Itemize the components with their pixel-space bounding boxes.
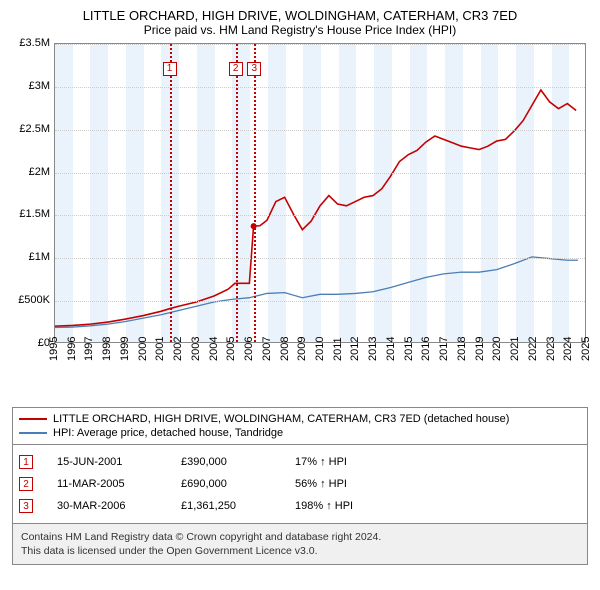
x-tick-label: 2019 bbox=[474, 337, 486, 361]
y-tick-label: £3.5M bbox=[19, 37, 50, 49]
gridline-h bbox=[55, 215, 585, 216]
event-pct: 17% ↑ HPI bbox=[295, 456, 415, 468]
x-tick-label: 2021 bbox=[509, 337, 521, 361]
event-price: £1,361,250 bbox=[181, 500, 291, 512]
gridline-h bbox=[55, 173, 585, 174]
x-axis-labels: 1995199619971998199920002001200220032004… bbox=[54, 343, 586, 373]
x-tick-label: 2007 bbox=[261, 337, 273, 361]
event-date: 15-JUN-2001 bbox=[57, 456, 177, 468]
x-tick-label: 2013 bbox=[367, 337, 379, 361]
event-pct: 56% ↑ HPI bbox=[295, 478, 415, 490]
chart-container: LITTLE ORCHARD, HIGH DRIVE, WOLDINGHAM, … bbox=[0, 0, 600, 573]
gridline-h bbox=[55, 87, 585, 88]
x-tick-label: 2008 bbox=[279, 337, 291, 361]
x-tick-label: 2002 bbox=[172, 337, 184, 361]
event-row: 3 30-MAR-2006 £1,361,250 198% ↑ HPI bbox=[19, 495, 581, 517]
gridline-h bbox=[55, 130, 585, 131]
gridline-h bbox=[55, 258, 585, 259]
event-vline bbox=[236, 44, 238, 342]
gridline-h bbox=[55, 301, 585, 302]
event-date: 11-MAR-2005 bbox=[57, 478, 177, 490]
event-vline bbox=[254, 44, 256, 342]
legend-row: LITTLE ORCHARD, HIGH DRIVE, WOLDINGHAM, … bbox=[19, 412, 581, 426]
x-tick-label: 1995 bbox=[48, 337, 60, 361]
gridline-h bbox=[55, 44, 585, 45]
event-vline bbox=[170, 44, 172, 342]
legend-box: LITTLE ORCHARD, HIGH DRIVE, WOLDINGHAM, … bbox=[12, 407, 588, 445]
event-price: £690,000 bbox=[181, 478, 291, 490]
legend-row: HPI: Average price, detached house, Tand… bbox=[19, 426, 581, 440]
legend-label: HPI: Average price, detached house, Tand… bbox=[53, 427, 283, 439]
legend-swatch bbox=[19, 432, 47, 434]
y-tick-label: £1M bbox=[29, 251, 50, 263]
x-tick-label: 2017 bbox=[438, 337, 450, 361]
x-tick-label: 1999 bbox=[119, 337, 131, 361]
x-tick-label: 2025 bbox=[580, 337, 592, 361]
event-row: 1 15-JUN-2001 £390,000 17% ↑ HPI bbox=[19, 451, 581, 473]
x-tick-label: 1997 bbox=[83, 337, 95, 361]
x-tick-label: 2024 bbox=[562, 337, 574, 361]
event-num: 2 bbox=[19, 477, 33, 491]
x-tick-label: 2015 bbox=[403, 337, 415, 361]
x-tick-label: 2023 bbox=[545, 337, 557, 361]
x-tick-label: 2005 bbox=[225, 337, 237, 361]
chart-area: £0£500K£1M£1.5M£2M£2.5M£3M£3.5M 123 1995… bbox=[12, 43, 588, 373]
event-price: £390,000 bbox=[181, 456, 291, 468]
footer-line2: This data is licensed under the Open Gov… bbox=[21, 544, 579, 558]
x-tick-label: 2022 bbox=[527, 337, 539, 361]
y-tick-label: £1.5M bbox=[19, 208, 50, 220]
series-price_paid bbox=[55, 90, 576, 326]
events-box: 1 15-JUN-2001 £390,000 17% ↑ HPI 2 11-MAR-200… bbox=[12, 445, 588, 524]
x-tick-label: 1996 bbox=[66, 337, 78, 361]
x-tick-label: 2012 bbox=[349, 337, 361, 361]
x-tick-label: 2010 bbox=[314, 337, 326, 361]
legend-label: LITTLE ORCHARD, HIGH DRIVE, WOLDINGHAM, … bbox=[53, 413, 509, 425]
event-pct: 198% ↑ HPI bbox=[295, 500, 415, 512]
y-axis-labels: £0£500K£1M£1.5M£2M£2.5M£3M£3.5M bbox=[12, 43, 54, 343]
x-tick-label: 2020 bbox=[491, 337, 503, 361]
x-tick-label: 2000 bbox=[137, 337, 149, 361]
x-tick-label: 1998 bbox=[101, 337, 113, 361]
event-num: 1 bbox=[19, 455, 33, 469]
x-tick-label: 2014 bbox=[385, 337, 397, 361]
event-date: 30-MAR-2006 bbox=[57, 500, 177, 512]
footer-box: Contains HM Land Registry data © Crown c… bbox=[12, 524, 588, 565]
y-tick-label: £2M bbox=[29, 166, 50, 178]
y-tick-label: £2.5M bbox=[19, 123, 50, 135]
x-tick-label: 2001 bbox=[154, 337, 166, 361]
plot-area: 1 23 bbox=[54, 43, 586, 343]
x-tick-label: 2016 bbox=[420, 337, 432, 361]
legend-swatch bbox=[19, 418, 47, 420]
chart-subtitle: Price paid vs. HM Land Registry's House … bbox=[12, 23, 588, 37]
event-num: 3 bbox=[19, 499, 33, 513]
y-tick-label: £3M bbox=[29, 80, 50, 92]
chart-title: LITTLE ORCHARD, HIGH DRIVE, WOLDINGHAM, … bbox=[12, 8, 588, 23]
event-row: 2 11-MAR-2005 £690,000 56% ↑ HPI bbox=[19, 473, 581, 495]
footer-line1: Contains HM Land Registry data © Crown c… bbox=[21, 530, 579, 544]
x-tick-label: 2018 bbox=[456, 337, 468, 361]
y-tick-label: £500K bbox=[18, 294, 50, 306]
x-tick-label: 2006 bbox=[243, 337, 255, 361]
line-svg bbox=[55, 44, 585, 342]
event-marker: 1 bbox=[163, 62, 177, 76]
event-marker: 3 bbox=[247, 62, 261, 76]
x-tick-label: 2011 bbox=[332, 337, 344, 361]
event-marker: 2 bbox=[229, 62, 243, 76]
x-tick-label: 2009 bbox=[296, 337, 308, 361]
x-tick-label: 2003 bbox=[190, 337, 202, 361]
x-tick-label: 2004 bbox=[208, 337, 220, 361]
